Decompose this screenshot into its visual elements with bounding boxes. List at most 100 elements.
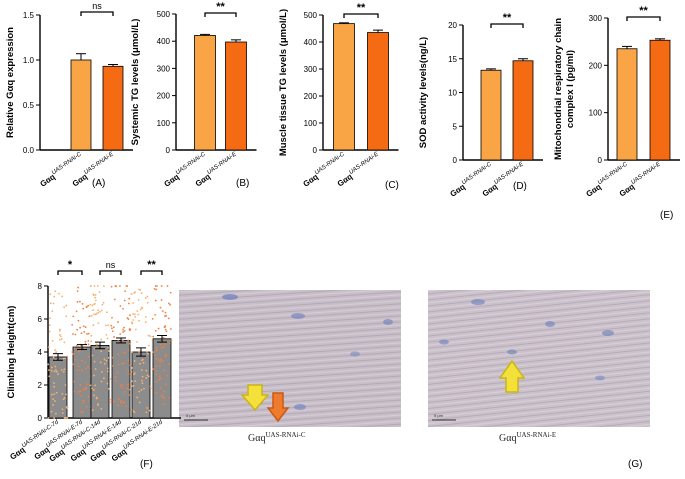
nucleus: [350, 351, 360, 357]
data-point: [111, 356, 114, 359]
y-tick-label: 300: [304, 65, 318, 74]
significance-label: *: [68, 259, 73, 271]
data-point: [64, 357, 66, 360]
data-point: [128, 297, 131, 300]
data-point: [161, 310, 164, 313]
data-point: [158, 378, 160, 381]
y-axis-label: Systemic TG levels (μmol/L): [130, 19, 141, 146]
data-point: [155, 380, 157, 383]
data-point: [138, 319, 140, 322]
data-point: [47, 363, 50, 366]
panel-letter: (A): [92, 178, 105, 189]
data-point: [85, 306, 88, 309]
data-point: [144, 321, 147, 324]
data-point: [77, 319, 80, 322]
data-point: [134, 313, 136, 316]
data-point: [94, 294, 97, 296]
data-point: [90, 315, 93, 317]
data-point: [63, 368, 66, 371]
data-point: [155, 391, 158, 394]
data-point: [82, 325, 85, 328]
data-point: [81, 402, 84, 405]
data-point: [168, 396, 171, 399]
significance-label: **: [357, 2, 366, 14]
y-tick-label: 0: [38, 414, 43, 423]
significance-label: **: [216, 1, 225, 13]
data-point: [137, 313, 140, 316]
y-tick-label: 100: [304, 119, 318, 128]
data-point: [127, 369, 130, 372]
data-point: [79, 384, 82, 386]
bar: [616, 48, 638, 161]
data-point: [121, 362, 124, 365]
data-point: [164, 355, 167, 358]
data-point: [164, 325, 167, 327]
data-point: [53, 385, 56, 388]
data-point: [149, 385, 152, 388]
data-point: [48, 330, 51, 333]
chart-panel-C: 0 100 200 300 400 500 Muscle tissue TG levels …: [278, 2, 399, 191]
scale-bar-label: 5 μm: [434, 413, 444, 418]
data-point: [130, 385, 133, 387]
significance-bracket: [204, 12, 237, 17]
y-tick-label: 0: [166, 146, 171, 155]
nucleus: [222, 294, 238, 300]
data-point: [105, 333, 108, 336]
data-point: [165, 330, 168, 333]
data-point: [111, 327, 113, 330]
data-point: [47, 369, 50, 372]
data-point: [51, 310, 54, 313]
data-point: [107, 346, 110, 349]
bar: [90, 344, 110, 419]
data-point: [123, 326, 126, 329]
y-tick-label: 100: [157, 119, 171, 128]
data-point: [146, 295, 149, 298]
data-point: [103, 358, 106, 361]
data-point: [162, 337, 165, 339]
data-point: [93, 285, 96, 287]
data-point: [63, 341, 66, 344]
y-axis-label: complex I (pg/ml): [565, 50, 576, 128]
data-point: [155, 349, 158, 352]
data-point: [170, 339, 173, 342]
data-point: [139, 288, 142, 291]
nucleus: [471, 299, 485, 305]
data-point: [134, 328, 137, 331]
data-point: [141, 382, 144, 385]
yellow-arrow-icon: [498, 359, 526, 393]
data-point: [57, 373, 59, 376]
data-point: [126, 317, 129, 319]
data-point: [131, 367, 134, 369]
data-point: [107, 324, 110, 327]
data-point: [136, 310, 139, 313]
data-point: [155, 346, 158, 349]
data-point: [159, 358, 162, 361]
micrograph-caption-experimental: GαqUAS-RNAi-E: [499, 431, 556, 444]
data-point: [166, 374, 169, 377]
data-point: [153, 354, 156, 357]
data-point: [132, 313, 135, 315]
nucleus: [595, 375, 605, 381]
yellow-arrow-icon: [240, 384, 270, 412]
data-point: [56, 370, 58, 373]
data-point: [163, 345, 165, 348]
data-point: [100, 309, 103, 312]
bar: [48, 356, 68, 419]
data-point: [127, 339, 130, 342]
data-point: [146, 407, 149, 409]
data-point: [119, 333, 122, 336]
data-point: [132, 302, 135, 304]
data-point: [81, 303, 84, 305]
significance-bracket: [626, 16, 661, 21]
data-point: [55, 351, 58, 353]
data-point: [95, 396, 98, 399]
data-point: [79, 390, 82, 393]
data-point: [145, 369, 148, 372]
data-point: [93, 313, 95, 316]
data-point: [122, 307, 125, 310]
y-tick-label: 400: [304, 38, 318, 47]
data-point: [138, 401, 141, 404]
data-point: [71, 323, 74, 326]
category-sup: UAS-RNAi-C: [175, 151, 207, 176]
y-tick-label: 0.0: [23, 146, 35, 155]
